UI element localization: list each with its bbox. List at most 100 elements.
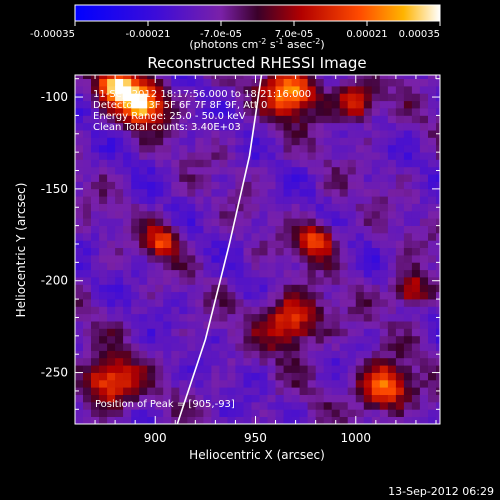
heatmap-cell [387,78,397,87]
heatmap-cell [107,78,116,87]
heatmap-cell [195,218,204,226]
heatmap-cell [203,299,212,307]
heatmap-cell [115,166,124,175]
heatmap-cell [403,365,413,373]
heatmap-cell [75,75,84,79]
heatmap-cell [235,409,244,417]
heatmap-cell [147,166,156,175]
heatmap-cell [419,387,429,395]
heatmap-cell [75,203,84,212]
heatmap-cell [331,277,341,285]
heatmap-cell [371,387,381,395]
heatmap-cell [411,233,421,241]
heatmap-cell [259,122,268,131]
heatmap-cell [195,321,204,329]
heatmap-cell [395,365,405,373]
heatmap-cell [436,343,440,351]
heatmap-cell [107,321,116,329]
heatmap-cell [267,100,276,109]
heatmap-cell [267,402,276,410]
heatmap-cell [123,100,132,109]
heatmap-cell [428,284,437,293]
heatmap-cell [155,240,164,248]
heatmap-cell [163,321,172,329]
heatmap-cell [315,240,325,248]
heatmap-cell [251,130,260,138]
heatmap-cell [436,78,440,87]
heatmap-cell [331,233,341,241]
heatmap-cell [267,240,276,248]
heatmap-cell [291,188,300,197]
heatmap-cell [259,262,268,271]
heatmap-cell [259,284,268,293]
heatmap-cell [163,269,172,278]
heatmap-cell [171,93,180,102]
heatmap-cell [291,225,300,234]
heatmap-cell [179,218,188,226]
heatmap-cell [139,181,148,190]
heatmap-cell [387,225,397,234]
heatmap-cell [387,343,397,351]
heatmap-cell [267,86,276,94]
heatmap-cell [115,108,124,116]
heatmap-cell [411,255,421,263]
heatmap-cell [195,394,204,403]
heatmap-cell [235,247,244,256]
heatmap-cell [147,379,156,388]
heatmap-cell [163,240,172,248]
heatmap-cell [395,144,405,153]
heatmap-cell [275,394,284,403]
heatmap-cell [436,365,440,373]
heatmap-cell [419,233,429,241]
heatmap-cell [387,100,397,109]
heatmap-cell [291,115,300,124]
heatmap-cell [419,122,429,131]
heatmap-cell [267,379,276,388]
heatmap-cell [147,181,156,190]
heatmap-cell [179,152,188,160]
heatmap-cell [347,269,357,278]
heatmap-cell [203,255,212,263]
heatmap-cell [115,402,124,410]
heatmap-cell [155,174,164,182]
heatmap-cell [131,343,140,351]
heatmap-cell [147,233,156,241]
heatmap-cell [171,357,180,366]
heatmap-cell [299,108,308,116]
heatmap-cell [403,100,413,109]
heatmap-cell [331,218,341,226]
heatmap-cell [187,255,196,263]
heatmap-cell [131,218,140,226]
heatmap-cell [379,372,389,381]
heatmap-cell [235,313,244,322]
heatmap-cell [211,357,220,366]
heatmap-cell [291,93,300,102]
heatmap-cell [139,218,148,226]
heatmap-cell [83,218,92,226]
heatmap-cell [387,291,397,300]
heatmap-cell [347,86,357,94]
heatmap-cell [131,291,140,300]
heatmap-cell [371,277,381,285]
heatmap-cell [331,409,341,417]
heatmap-cell [315,152,325,160]
heatmap-cell [187,203,196,212]
heatmap-cell [379,218,389,226]
heatmap-cell [187,181,196,190]
heatmap-cell [379,225,389,234]
heatmap-cell [395,379,405,388]
heatmap-cell [275,240,284,248]
heatmap-cell [195,196,204,204]
heatmap-cell [275,365,284,373]
heatmap-cell [283,284,292,293]
colorbar: -0.00035 -0.00021 -7.0e-05 7.0e-05 0.00021 0.… [30,4,441,51]
heatmap-cell [299,78,308,87]
heatmap-cell [99,100,108,109]
heatmap-cell [291,372,300,381]
heatmap-cell [315,321,325,329]
heatmap-cell [275,122,284,131]
heatmap-cell [195,284,204,293]
heatmap-cell [147,144,156,153]
heatmap-cell [139,159,148,168]
heatmap-cell [275,100,284,109]
